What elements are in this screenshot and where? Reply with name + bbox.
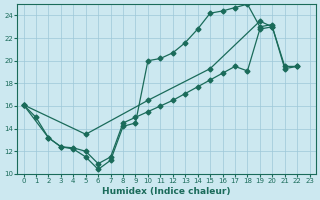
X-axis label: Humidex (Indice chaleur): Humidex (Indice chaleur) (102, 187, 231, 196)
